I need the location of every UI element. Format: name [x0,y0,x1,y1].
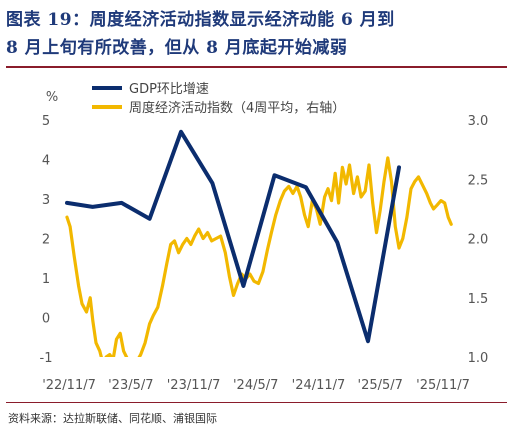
axes-layer: % 5 4 3 2 1 0 -1 3.0 2.5 2.0 1.5 1.0 '22/11/7 '23/5/7 '… [40,90,489,393]
x-tick-label: '22/11/7 [42,378,96,393]
legend-label-wei: 周度经济活动指数（4周平均，右轴） [129,100,345,116]
chart-title: 图表 19：周度经济活动指数显示经济动能 6 月到 8 月上旬有所改善，但从 8… [6,6,509,62]
y-tick-left: 5 [42,114,50,129]
series-line-weekly-index [65,156,453,357]
y-tick-left: 2 [42,233,50,248]
series-line-gdp [65,129,401,344]
y-tick-right: 3.0 [468,114,489,129]
chart-title-line-1: 图表 19：周度经济活动指数显示经济动能 6 月到 [6,10,395,30]
legend-label-gdp: GDP环比增速 [129,82,209,97]
y-tick-right: 1.5 [468,292,489,307]
y-tick-right: 2.0 [468,233,489,248]
y-tick-right: 1.0 [468,351,489,366]
source-divider [6,402,507,403]
y-tick-left: 3 [42,193,50,208]
y-tick-left: -1 [40,351,53,366]
x-tick-label: '24/11/7 [292,378,346,393]
source-note: 资料来源：达拉斯联储、同花顺、浦银国际 [8,412,217,425]
y-tick-left: 0 [42,312,50,327]
x-tick-label: '25/5/7 [358,378,403,393]
y-axis-left-label: % [46,90,58,105]
x-tick-label: '23/11/7 [167,378,221,393]
chart-title-line-2: 8 月上旬有所改善，但从 8 月底起开始减弱 [6,38,348,58]
x-tick-label: '24/5/7 [233,378,278,393]
title-divider [6,66,507,68]
y-tick-left: 1 [42,272,50,287]
y-tick-left: 4 [42,154,50,169]
x-tick-label: '23/5/7 [108,378,153,393]
series-layer [65,129,453,357]
legend: GDP环比增速 周度经济活动指数（4周平均，右轴） [92,82,345,116]
y-tick-right: 2.5 [468,173,489,188]
x-tick-label: '25/11/7 [416,378,470,393]
